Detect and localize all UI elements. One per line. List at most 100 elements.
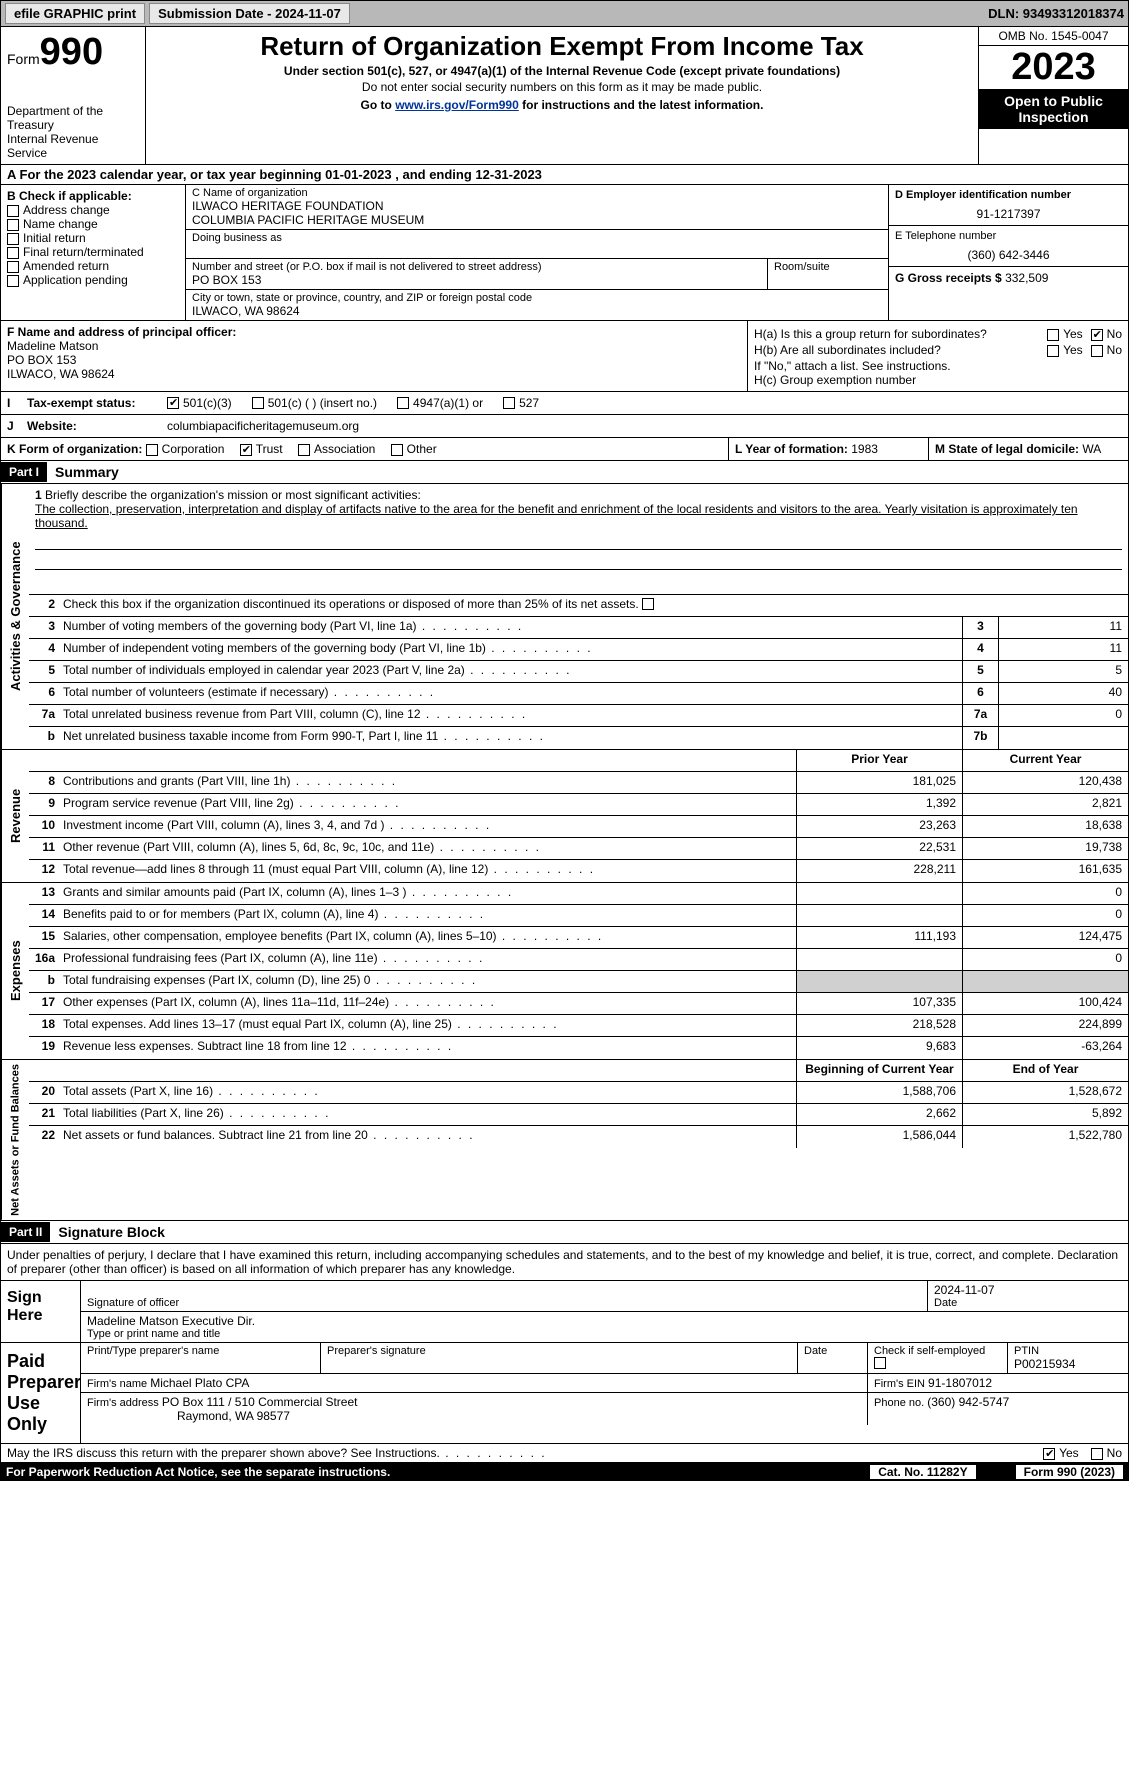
opt-amended: Amended return bbox=[23, 259, 109, 273]
part2-title: Signature Block bbox=[50, 1221, 173, 1243]
governance-section: Activities & Governance 1 Briefly descri… bbox=[0, 484, 1129, 750]
checkbox-initial[interactable] bbox=[7, 233, 19, 245]
ein-label: D Employer identification number bbox=[895, 189, 1122, 201]
opt-501c: 501(c) ( ) (insert no.) bbox=[268, 396, 377, 410]
netassets-label: Net Assets or Fund Balances bbox=[1, 1060, 29, 1220]
assoc-checkbox[interactable] bbox=[298, 444, 310, 456]
hb-no: No bbox=[1107, 343, 1122, 357]
checkbox-amended[interactable] bbox=[7, 261, 19, 273]
line1-num: 1 bbox=[35, 488, 42, 502]
firm-addr-label: Firm's address bbox=[87, 1397, 162, 1409]
501c3-checkbox[interactable] bbox=[167, 397, 179, 409]
governance-row: 4Number of independent voting members of… bbox=[29, 639, 1128, 661]
discuss-no-checkbox[interactable] bbox=[1091, 1448, 1103, 1460]
form-footer: Form 990 (2023) bbox=[1016, 1465, 1123, 1479]
l-value: 1983 bbox=[851, 442, 878, 456]
paid-preparer-block: Paid Preparer Use Only Print/Type prepar… bbox=[0, 1343, 1129, 1444]
527-checkbox[interactable] bbox=[503, 397, 515, 409]
revenue-label: Revenue bbox=[1, 750, 29, 882]
data-row: 18Total expenses. Add lines 13–17 (must … bbox=[29, 1015, 1128, 1037]
form-label: Form bbox=[7, 51, 40, 67]
line2-text: Check this box if the organization disco… bbox=[63, 597, 639, 611]
officer-print-name: Madeline Matson Executive Dir. bbox=[87, 1314, 1122, 1328]
line2-checkbox[interactable] bbox=[642, 598, 654, 610]
firm-phone-label: Phone no. bbox=[874, 1397, 927, 1409]
sig-officer-label: Signature of officer bbox=[87, 1297, 921, 1309]
open-public-badge: Open to Public Inspection bbox=[979, 89, 1128, 129]
gross-label: G Gross receipts $ bbox=[895, 271, 1005, 285]
trust-checkbox[interactable] bbox=[240, 444, 252, 456]
opt-corp: Corporation bbox=[162, 442, 225, 456]
row-j: J Website: columbiapacificheritagemuseum… bbox=[0, 415, 1129, 438]
firm-ein: 91-1807012 bbox=[928, 1376, 992, 1390]
sig-date-label: Date bbox=[934, 1297, 1122, 1309]
org-name-2: COLUMBIA PACIFIC HERITAGE MUSEUM bbox=[192, 213, 882, 227]
data-row: 20Total assets (Part X, line 16)1,588,70… bbox=[29, 1082, 1128, 1104]
checkbox-pending[interactable] bbox=[7, 275, 19, 287]
expenses-section: Expenses 13Grants and similar amounts pa… bbox=[0, 883, 1129, 1060]
opt-final: Final return/terminated bbox=[23, 245, 144, 259]
self-emp-checkbox[interactable] bbox=[874, 1357, 886, 1369]
corp-checkbox[interactable] bbox=[146, 444, 158, 456]
l-label: L Year of formation: bbox=[735, 442, 851, 456]
org-name-1: ILWACO HERITAGE FOUNDATION bbox=[192, 199, 882, 213]
officer-name: Madeline Matson bbox=[7, 339, 741, 353]
data-row: 11Other revenue (Part VIII, column (A), … bbox=[29, 838, 1128, 860]
firm-addr1: PO Box 111 / 510 Commercial Street bbox=[162, 1395, 358, 1409]
street-label: Number and street (or P.O. box if mail i… bbox=[192, 261, 761, 273]
ha-no-checkbox[interactable] bbox=[1091, 329, 1103, 341]
other-checkbox[interactable] bbox=[391, 444, 403, 456]
governance-label: Activities & Governance bbox=[1, 484, 29, 749]
opt-address: Address change bbox=[23, 203, 110, 217]
officer-label: F Name and address of principal officer: bbox=[7, 325, 741, 339]
hb-yes: Yes bbox=[1063, 343, 1083, 357]
city-value: ILWACO, WA 98624 bbox=[192, 304, 882, 318]
end-year-header: End of Year bbox=[962, 1060, 1128, 1081]
ha-yes-checkbox[interactable] bbox=[1047, 329, 1059, 341]
opt-name: Name change bbox=[23, 217, 98, 231]
data-row: 14Benefits paid to or for members (Part … bbox=[29, 905, 1128, 927]
opt-initial: Initial return bbox=[23, 231, 86, 245]
begin-year-header: Beginning of Current Year bbox=[796, 1060, 962, 1081]
dept-treasury: Department of the Treasury bbox=[7, 104, 139, 132]
omb-number: OMB No. 1545-0047 bbox=[979, 27, 1128, 46]
4947-checkbox[interactable] bbox=[397, 397, 409, 409]
discuss-text: May the IRS discuss this return with the… bbox=[7, 1446, 1043, 1460]
footer-bar: For Paperwork Reduction Act Notice, see … bbox=[0, 1463, 1129, 1481]
form-number: 990 bbox=[40, 31, 103, 73]
discuss-row: May the IRS discuss this return with the… bbox=[0, 1444, 1129, 1463]
checkbox-name-change[interactable] bbox=[7, 219, 19, 231]
part2-header-row: Part II Signature Block bbox=[0, 1221, 1129, 1244]
opt-527: 527 bbox=[519, 396, 539, 410]
checkbox-address-change[interactable] bbox=[7, 205, 19, 217]
m-value: WA bbox=[1082, 442, 1101, 456]
mission-text: The collection, preservation, interpreta… bbox=[35, 502, 1078, 530]
gross-value: 332,509 bbox=[1005, 271, 1048, 285]
governance-row: 7aTotal unrelated business revenue from … bbox=[29, 705, 1128, 727]
phone-label: E Telephone number bbox=[895, 230, 1122, 242]
part1-header-row: Part I Summary bbox=[0, 461, 1129, 484]
opt-assoc: Association bbox=[314, 442, 375, 456]
prep-sig-label: Preparer's signature bbox=[327, 1345, 791, 1357]
goto-pre: Go to bbox=[361, 98, 396, 112]
hb-no-checkbox[interactable] bbox=[1091, 345, 1103, 357]
irs-link[interactable]: www.irs.gov/Form990 bbox=[395, 98, 519, 112]
officer-print-label: Type or print name and title bbox=[87, 1328, 1122, 1340]
ha-yes: Yes bbox=[1063, 327, 1083, 341]
governance-row: 6Total number of volunteers (estimate if… bbox=[29, 683, 1128, 705]
efile-print-button[interactable]: efile GRAPHIC print bbox=[5, 3, 145, 24]
section-bcd: B Check if applicable: Address change Na… bbox=[0, 185, 1129, 321]
discuss-no: No bbox=[1107, 1446, 1122, 1460]
501c-checkbox[interactable] bbox=[252, 397, 264, 409]
checkbox-final[interactable] bbox=[7, 247, 19, 259]
self-emp-label: Check if self-employed bbox=[874, 1345, 985, 1357]
discuss-yes-checkbox[interactable] bbox=[1043, 1448, 1055, 1460]
city-label: City or town, state or province, country… bbox=[192, 292, 882, 304]
ssn-note: Do not enter social security numbers on … bbox=[154, 80, 970, 94]
opt-other: Other bbox=[407, 442, 437, 456]
discuss-yes: Yes bbox=[1059, 1446, 1079, 1460]
hb-yes-checkbox[interactable] bbox=[1047, 345, 1059, 357]
part1-title: Summary bbox=[47, 461, 127, 483]
mission-label: Briefly describe the organization's miss… bbox=[45, 488, 421, 502]
hc-label: H(c) Group exemption number bbox=[754, 373, 1122, 387]
